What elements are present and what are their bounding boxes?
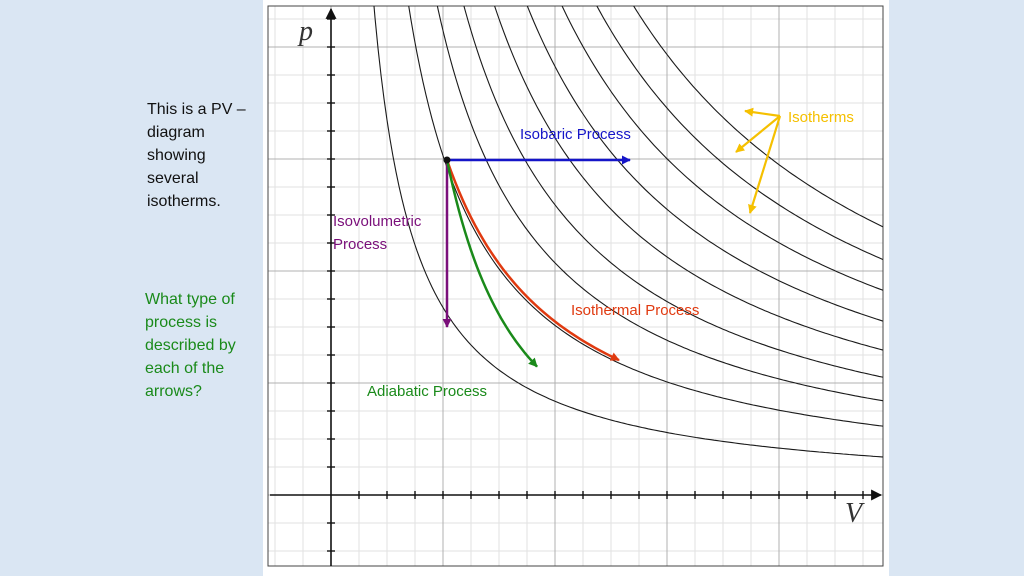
- axis-ticks: [327, 18, 864, 552]
- isotherm-pointer-arrow: [735, 115, 781, 153]
- adiabatic-label: Adiabatic Process: [367, 383, 487, 400]
- p-axis-label: p: [297, 16, 313, 47]
- isotherm-curve: [494, 6, 883, 351]
- isovolumetric-label-line2: Process: [333, 236, 387, 253]
- isotherm-curve: [408, 6, 883, 427]
- isotherm-curve: [526, 6, 883, 322]
- intro-text: This is a PV – diagram showing several i…: [147, 101, 246, 210]
- minor-grid: [268, 6, 883, 566]
- v-axis-label: V: [845, 498, 865, 529]
- isotherm-pointer-arrow: [748, 115, 782, 214]
- adiabatic-arrow: [445, 159, 538, 368]
- isobaric-label: Isobaric Process: [520, 126, 631, 143]
- isotherms-label: Isotherms: [788, 109, 854, 126]
- initial-state-point: [443, 156, 451, 164]
- isothermal-arrow: [445, 159, 620, 362]
- isotherm-curve: [633, 6, 883, 228]
- isotherm-curve: [596, 6, 883, 261]
- isotherm-pointer-arrow: [744, 107, 781, 118]
- plot-border: [267, 5, 884, 567]
- isotherm-curve: [436, 6, 883, 402]
- isotherm-curve: [373, 6, 883, 458]
- diagram-panel: [263, 0, 889, 576]
- question-text: What type of process is described by eac…: [145, 291, 236, 400]
- isovolumetric-label-line1: Isovolumetric: [333, 213, 422, 230]
- isotherm-curve: [561, 6, 883, 291]
- isothermal-label: Isothermal Process: [571, 302, 699, 319]
